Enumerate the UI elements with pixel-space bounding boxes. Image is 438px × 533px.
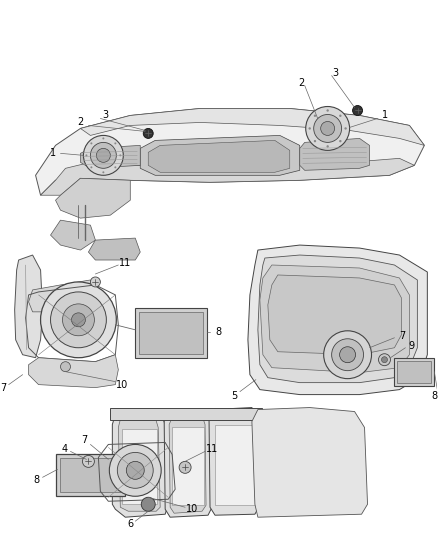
Circle shape	[143, 128, 153, 139]
Circle shape	[314, 140, 316, 142]
Bar	[215, 425, 257, 505]
Bar	[135, 308, 207, 358]
Circle shape	[71, 313, 85, 327]
Text: 1: 1	[382, 110, 389, 120]
Circle shape	[339, 347, 356, 362]
Circle shape	[102, 138, 104, 140]
Text: 11: 11	[206, 445, 218, 455]
Circle shape	[326, 109, 329, 112]
Text: 8: 8	[34, 475, 40, 486]
Circle shape	[96, 148, 110, 163]
Bar	[397, 361, 431, 383]
Circle shape	[126, 462, 144, 479]
Circle shape	[353, 106, 363, 116]
Circle shape	[41, 282, 117, 358]
Text: 7: 7	[0, 383, 7, 393]
Circle shape	[119, 155, 121, 156]
Circle shape	[110, 445, 161, 496]
Polygon shape	[164, 409, 212, 517]
Text: 2: 2	[78, 117, 84, 127]
Polygon shape	[28, 280, 95, 312]
Polygon shape	[148, 140, 290, 172]
Text: 3: 3	[102, 110, 109, 120]
Text: 3: 3	[332, 68, 339, 78]
Circle shape	[179, 462, 191, 473]
Polygon shape	[260, 265, 410, 373]
Polygon shape	[252, 408, 367, 517]
Circle shape	[332, 339, 364, 370]
Circle shape	[141, 497, 155, 511]
Polygon shape	[300, 139, 370, 171]
Text: 2: 2	[299, 78, 305, 87]
Text: 8: 8	[431, 391, 438, 401]
Circle shape	[324, 331, 371, 378]
Polygon shape	[28, 355, 118, 387]
Text: 10: 10	[116, 379, 128, 390]
Bar	[60, 458, 121, 492]
Circle shape	[308, 127, 311, 130]
Circle shape	[82, 455, 95, 467]
Bar	[110, 408, 262, 419]
Circle shape	[344, 127, 347, 130]
Polygon shape	[56, 178, 130, 218]
Circle shape	[378, 354, 390, 366]
Circle shape	[90, 142, 117, 168]
Circle shape	[321, 122, 335, 135]
Circle shape	[102, 171, 104, 173]
Circle shape	[114, 166, 117, 168]
Polygon shape	[118, 417, 160, 511]
Circle shape	[314, 115, 342, 142]
Polygon shape	[169, 416, 206, 513]
Text: 4: 4	[61, 445, 67, 455]
Circle shape	[381, 357, 388, 362]
Bar	[395, 358, 434, 385]
Polygon shape	[112, 411, 168, 517]
Circle shape	[90, 142, 92, 144]
Polygon shape	[268, 275, 401, 355]
Bar	[122, 430, 157, 504]
Polygon shape	[248, 245, 427, 394]
Circle shape	[339, 140, 342, 142]
Bar	[172, 427, 204, 505]
Text: 10: 10	[186, 504, 198, 514]
Polygon shape	[209, 408, 260, 515]
Polygon shape	[88, 238, 140, 260]
Circle shape	[339, 115, 342, 117]
Bar	[139, 312, 203, 354]
Circle shape	[90, 277, 100, 287]
Circle shape	[60, 362, 71, 372]
Circle shape	[306, 107, 350, 150]
Polygon shape	[140, 135, 300, 175]
Circle shape	[117, 453, 153, 488]
Circle shape	[114, 142, 117, 144]
Bar	[56, 455, 125, 496]
Circle shape	[83, 135, 124, 175]
Circle shape	[50, 292, 106, 348]
Circle shape	[90, 166, 92, 168]
Polygon shape	[41, 158, 414, 195]
Circle shape	[85, 155, 88, 156]
Polygon shape	[258, 255, 417, 383]
Text: 7: 7	[81, 435, 88, 446]
Text: 5: 5	[231, 391, 237, 401]
Circle shape	[314, 115, 316, 117]
Text: 6: 6	[127, 519, 133, 529]
Polygon shape	[14, 255, 42, 358]
Polygon shape	[81, 146, 140, 168]
Polygon shape	[50, 220, 95, 250]
Circle shape	[326, 145, 329, 148]
Polygon shape	[35, 109, 424, 195]
Circle shape	[63, 304, 95, 336]
Text: 7: 7	[399, 331, 406, 341]
Text: 8: 8	[215, 327, 221, 337]
Text: 11: 11	[119, 258, 131, 268]
Text: 9: 9	[408, 341, 414, 351]
Text: 1: 1	[49, 148, 56, 158]
Polygon shape	[81, 109, 424, 146]
